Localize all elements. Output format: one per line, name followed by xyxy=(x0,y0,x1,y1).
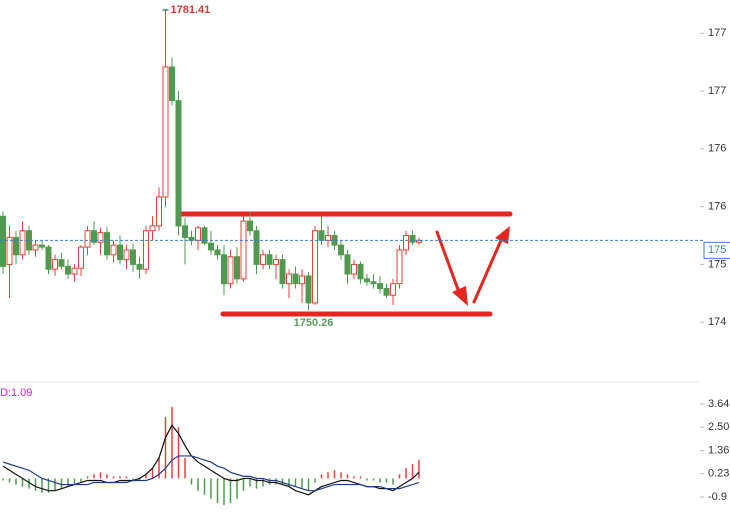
y-tick-label: 177 xyxy=(708,27,726,39)
y-tick-label: 2.50 xyxy=(708,421,729,433)
candle-body xyxy=(52,259,58,270)
candle-body xyxy=(364,278,370,283)
candle-body xyxy=(123,249,130,261)
candle-body xyxy=(110,244,117,256)
candle-body xyxy=(136,263,143,270)
y-tick-label: 3.64 xyxy=(708,398,729,410)
candle-body xyxy=(104,232,110,256)
candle-body xyxy=(65,265,71,275)
candle-body xyxy=(247,220,253,232)
arrow-head xyxy=(495,226,510,244)
candle-body xyxy=(344,254,351,275)
candle-body xyxy=(0,215,6,267)
candle-body xyxy=(403,235,409,251)
candle-body xyxy=(305,275,312,304)
candle-body xyxy=(266,254,273,265)
macd-line xyxy=(2,455,420,492)
candle-body xyxy=(396,249,403,285)
candle-body xyxy=(292,273,299,285)
y-tick-label: 0.23 xyxy=(708,468,729,480)
macd-line xyxy=(2,424,420,496)
candle-body xyxy=(91,230,97,243)
candle-body xyxy=(286,273,292,285)
y-tick-label: 174 xyxy=(708,316,726,328)
candle-body xyxy=(78,246,84,269)
candle-body xyxy=(143,230,149,270)
candle-body xyxy=(312,230,318,304)
current-price-label: 175 xyxy=(708,244,726,256)
candle-body xyxy=(130,249,136,265)
candle-body xyxy=(162,66,169,198)
candle-body xyxy=(13,236,19,256)
candle-body xyxy=(84,230,91,248)
candle-body xyxy=(299,275,305,285)
arrow-head xyxy=(452,286,468,306)
candle-body xyxy=(390,283,396,296)
candle-body xyxy=(409,235,416,243)
candle-body xyxy=(338,244,344,256)
current-price-tag xyxy=(703,241,730,259)
annotation: 1750.26 xyxy=(294,317,334,329)
candle-body xyxy=(416,239,422,243)
y-tick-label: 176 xyxy=(708,143,726,155)
arrow-down xyxy=(435,230,462,297)
y-tick-label: 175 xyxy=(708,258,726,270)
candle-body xyxy=(169,66,175,102)
candle-body xyxy=(182,225,188,238)
candle-body xyxy=(214,249,221,256)
annotation: 1781.41 xyxy=(171,4,211,16)
candle-body xyxy=(97,232,104,243)
candle-body xyxy=(370,281,377,285)
trend-drawing xyxy=(179,211,513,317)
candle-body xyxy=(149,225,156,232)
candle-body xyxy=(201,227,208,244)
candle-body xyxy=(175,100,182,227)
y-tick-label: 177 xyxy=(708,85,726,97)
candle-body xyxy=(279,259,286,285)
candle-body xyxy=(195,227,201,241)
arrow-up xyxy=(472,236,504,304)
candle-body xyxy=(71,267,78,275)
indicator-label: D:1.09 xyxy=(0,387,32,399)
candle-body xyxy=(45,246,52,270)
candle-body xyxy=(227,256,234,285)
candle-body xyxy=(260,254,266,265)
candle-body xyxy=(39,244,45,248)
candle-body xyxy=(6,236,13,265)
candle-body xyxy=(234,256,240,280)
candle-body xyxy=(156,196,162,227)
candle-body xyxy=(357,263,364,280)
y-tick-label: -0.9 xyxy=(708,491,727,503)
candle-body xyxy=(273,259,279,265)
candle-body xyxy=(318,230,325,241)
candle-body xyxy=(221,254,227,285)
candle-body xyxy=(19,230,26,256)
candle-body xyxy=(351,263,357,275)
y-tick-label: 1.36 xyxy=(708,445,729,457)
candle-body xyxy=(208,242,214,251)
candle-body xyxy=(253,230,260,265)
y-tick-label: 176 xyxy=(708,201,726,213)
candle-body xyxy=(325,235,331,241)
candle-body xyxy=(117,244,123,261)
candle-body xyxy=(58,259,65,267)
candle-body xyxy=(377,283,383,289)
candle-body xyxy=(240,220,247,280)
candle-body xyxy=(32,244,39,251)
candle-body xyxy=(383,287,390,296)
